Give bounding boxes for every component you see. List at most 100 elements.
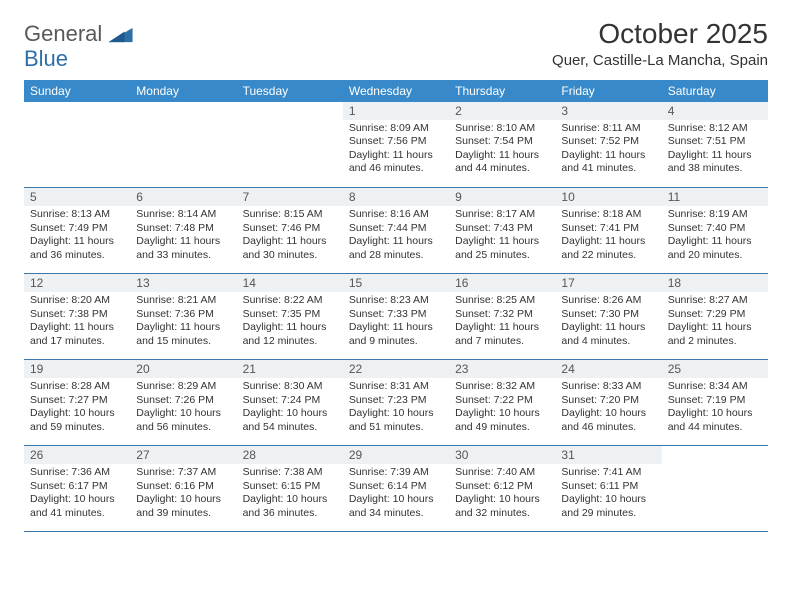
calendar-cell: 9 Sunrise: 8:17 AMSunset: 7:43 PMDaylight… — [449, 188, 555, 274]
day-details: Sunrise: 7:39 AMSunset: 6:14 PMDaylight:… — [349, 466, 443, 520]
day-details: Sunrise: 8:32 AMSunset: 7:22 PMDaylight:… — [455, 380, 549, 434]
day-details: Sunrise: 8:34 AMSunset: 7:19 PMDaylight:… — [668, 380, 762, 434]
calendar-cell: 3 Sunrise: 8:11 AMSunset: 7:52 PMDaylight… — [555, 102, 661, 188]
day-details: Sunrise: 7:36 AMSunset: 6:17 PMDaylight:… — [30, 466, 124, 520]
day-number: 10 — [555, 188, 661, 206]
page-title: October 2025 — [552, 18, 768, 50]
calendar-cell: 31 Sunrise: 7:41 AMSunset: 6:11 PMDayligh… — [555, 446, 661, 532]
day-details: Sunrise: 8:15 AMSunset: 7:46 PMDaylight:… — [243, 208, 337, 262]
calendar-cell: 12 Sunrise: 8:20 AMSunset: 7:38 PMDayligh… — [24, 274, 130, 360]
day-details: Sunrise: 8:23 AMSunset: 7:33 PMDaylight:… — [349, 294, 443, 348]
calendar-cell: 27 Sunrise: 7:37 AMSunset: 6:16 PMDayligh… — [130, 446, 236, 532]
title-block: October 2025 Quer, Castille-La Mancha, S… — [552, 18, 768, 69]
day-number: 28 — [237, 446, 343, 464]
day-details: Sunrise: 8:17 AMSunset: 7:43 PMDaylight:… — [455, 208, 549, 262]
calendar-cell: 24Sunrise: 8:33 AMSunset: 7:20 PMDayligh… — [555, 360, 661, 446]
weekday-header-row: Sunday Monday Tuesday Wednesday Thursday… — [24, 80, 768, 102]
calendar-cell: 5 Sunrise: 8:13 AMSunset: 7:49 PMDaylight… — [24, 188, 130, 274]
weekday-header: Sunday — [24, 80, 130, 102]
day-number: 3 — [555, 102, 661, 120]
weekday-header: Monday — [130, 80, 236, 102]
day-number: 19 — [24, 360, 130, 378]
day-details: Sunrise: 7:37 AMSunset: 6:16 PMDaylight:… — [136, 466, 230, 520]
calendar-cell: 22 Sunrise: 8:31 AMSunset: 7:23 PMDayligh… — [343, 360, 449, 446]
day-details: Sunrise: 7:38 AMSunset: 6:15 PMDaylight:… — [243, 466, 337, 520]
logo-text-blue: Blue — [24, 46, 68, 71]
day-number: 11 — [662, 188, 768, 206]
day-number: 18 — [662, 274, 768, 292]
day-number: 2 — [449, 102, 555, 120]
logo-triangle-icon — [106, 24, 134, 47]
weekday-header: Thursday — [449, 80, 555, 102]
day-details: Sunrise: 8:21 AMSunset: 7:36 PMDaylight:… — [136, 294, 230, 348]
day-details: Sunrise: 7:41 AMSunset: 6:11 PMDaylight:… — [561, 466, 655, 520]
day-details: Sunrise: 8:14 AMSunset: 7:48 PMDaylight:… — [136, 208, 230, 262]
calendar-week-row: 19Sunrise: 8:28 AMSunset: 7:27 PMDayligh… — [24, 360, 768, 446]
location: Quer, Castille-La Mancha, Spain — [552, 52, 768, 69]
calendar-cell: 11Sunrise: 8:19 AMSunset: 7:40 PMDayligh… — [662, 188, 768, 274]
day-number: 6 — [130, 188, 236, 206]
calendar-cell: 8 Sunrise: 8:16 AMSunset: 7:44 PMDaylight… — [343, 188, 449, 274]
day-details: Sunrise: 8:11 AMSunset: 7:52 PMDaylight:… — [561, 122, 655, 176]
day-number: 31 — [555, 446, 661, 464]
calendar-cell: 29Sunrise: 7:39 AMSunset: 6:14 PMDayligh… — [343, 446, 449, 532]
day-number: 27 — [130, 446, 236, 464]
calendar-cell: 2 Sunrise: 8:10 AMSunset: 7:54 PMDaylight… — [449, 102, 555, 188]
day-details: Sunrise: 7:40 AMSunset: 6:12 PMDaylight:… — [455, 466, 549, 520]
day-details: Sunrise: 8:29 AMSunset: 7:26 PMDaylight:… — [136, 380, 230, 434]
calendar-cell — [130, 102, 236, 188]
day-number: 20 — [130, 360, 236, 378]
day-details: Sunrise: 8:09 AMSunset: 7:56 PMDaylight:… — [349, 122, 443, 176]
calendar-cell: 4Sunrise: 8:12 AMSunset: 7:51 PMDaylight… — [662, 102, 768, 188]
day-number: 24 — [555, 360, 661, 378]
calendar-week-row: 26 Sunrise: 7:36 AMSunset: 6:17 PMDayligh… — [24, 446, 768, 532]
calendar-cell: 30 Sunrise: 7:40 AMSunset: 6:12 PMDayligh… — [449, 446, 555, 532]
day-details: Sunrise: 8:26 AMSunset: 7:30 PMDaylight:… — [561, 294, 655, 348]
day-number: 15 — [343, 274, 449, 292]
day-details: Sunrise: 8:30 AMSunset: 7:24 PMDaylight:… — [243, 380, 337, 434]
day-details: Sunrise: 8:20 AMSunset: 7:38 PMDaylight:… — [30, 294, 124, 348]
logo-text-general: General — [24, 21, 102, 46]
calendar-cell: 25 Sunrise: 8:34 AMSunset: 7:19 PMDayligh… — [662, 360, 768, 446]
weekday-header: Friday — [555, 80, 661, 102]
day-number: 17 — [555, 274, 661, 292]
day-number: 14 — [237, 274, 343, 292]
day-number: 16 — [449, 274, 555, 292]
day-number: 8 — [343, 188, 449, 206]
calendar-week-row: 5 Sunrise: 8:13 AMSunset: 7:49 PMDaylight… — [24, 188, 768, 274]
day-number: 13 — [130, 274, 236, 292]
day-number: 30 — [449, 446, 555, 464]
calendar-table: Sunday Monday Tuesday Wednesday Thursday… — [24, 80, 768, 533]
calendar-cell — [237, 102, 343, 188]
day-details: Sunrise: 8:31 AMSunset: 7:23 PMDaylight:… — [349, 380, 443, 434]
header: GeneralBlue October 2025 Quer, Castille-… — [24, 18, 768, 70]
calendar-cell: 13 Sunrise: 8:21 AMSunset: 7:36 PMDayligh… — [130, 274, 236, 360]
calendar-cell: 23Sunrise: 8:32 AMSunset: 7:22 PMDayligh… — [449, 360, 555, 446]
weekday-header: Wednesday — [343, 80, 449, 102]
calendar-cell: 17 Sunrise: 8:26 AMSunset: 7:30 PMDayligh… — [555, 274, 661, 360]
calendar-cell: 28 Sunrise: 7:38 AMSunset: 6:15 PMDayligh… — [237, 446, 343, 532]
day-number: 5 — [24, 188, 130, 206]
day-number: 9 — [449, 188, 555, 206]
day-number: 22 — [343, 360, 449, 378]
page: GeneralBlue October 2025 Quer, Castille-… — [0, 0, 792, 544]
day-details: Sunrise: 8:13 AMSunset: 7:49 PMDaylight:… — [30, 208, 124, 262]
calendar-cell: 18 Sunrise: 8:27 AMSunset: 7:29 PMDayligh… — [662, 274, 768, 360]
calendar-cell: 14Sunrise: 8:22 AMSunset: 7:35 PMDayligh… — [237, 274, 343, 360]
calendar-week-row: 1Sunrise: 8:09 AMSunset: 7:56 PMDaylight… — [24, 102, 768, 188]
day-number: 7 — [237, 188, 343, 206]
calendar-cell: 16Sunrise: 8:25 AMSunset: 7:32 PMDayligh… — [449, 274, 555, 360]
day-number: 4 — [662, 102, 768, 120]
calendar-cell: 20 Sunrise: 8:29 AMSunset: 7:26 PMDayligh… — [130, 360, 236, 446]
day-number: 26 — [24, 446, 130, 464]
day-details: Sunrise: 8:10 AMSunset: 7:54 PMDaylight:… — [455, 122, 549, 176]
day-details: Sunrise: 8:18 AMSunset: 7:41 PMDaylight:… — [561, 208, 655, 262]
day-details: Sunrise: 8:16 AMSunset: 7:44 PMDaylight:… — [349, 208, 443, 262]
weekday-header: Saturday — [662, 80, 768, 102]
day-details: Sunrise: 8:27 AMSunset: 7:29 PMDaylight:… — [668, 294, 762, 348]
calendar-cell: 10 Sunrise: 8:18 AMSunset: 7:41 PMDayligh… — [555, 188, 661, 274]
day-number: 12 — [24, 274, 130, 292]
calendar-cell — [24, 102, 130, 188]
calendar-cell — [662, 446, 768, 532]
day-number: 25 — [662, 360, 768, 378]
